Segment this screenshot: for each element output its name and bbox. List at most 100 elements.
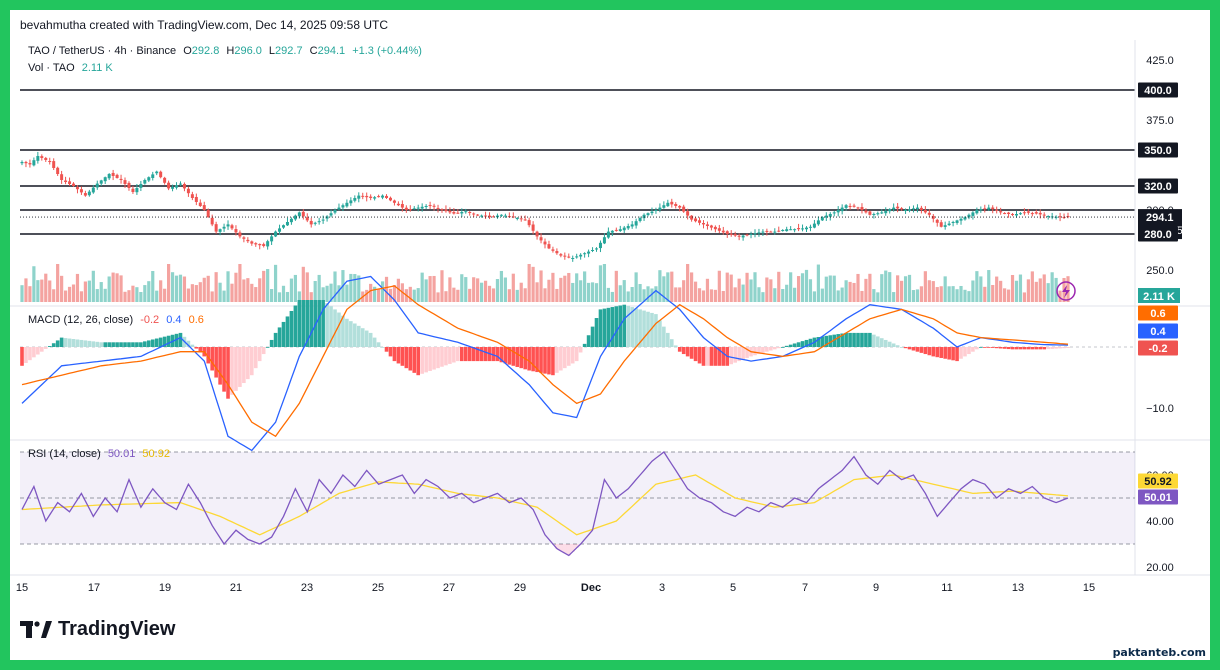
- volume-bar: [376, 289, 381, 302]
- macd-histogram-bar: [158, 337, 163, 347]
- volume-bar: [689, 272, 694, 302]
- volume-bar: [1018, 274, 1023, 302]
- volume-bar: [305, 272, 309, 302]
- volume-bar: [87, 280, 91, 302]
- candle-body: [598, 242, 602, 249]
- macd-histogram-bar: [669, 339, 674, 347]
- macd-histogram-bar: [246, 347, 250, 380]
- candle-body: [404, 207, 408, 210]
- macd-label: MACD (12, 26, close): [28, 314, 134, 326]
- volume-bar: [745, 272, 749, 302]
- rsi-legend[interactable]: RSI (14, close) 50.01 50.92: [28, 448, 170, 460]
- low-value: 292.7: [275, 45, 303, 57]
- volume-bar: [923, 271, 927, 302]
- volume-bar: [155, 290, 159, 302]
- candle-body: [555, 251, 559, 254]
- volume-bar: [638, 284, 642, 302]
- volume-bar: [182, 276, 187, 302]
- candle-body: [634, 221, 638, 226]
- candle-body: [452, 212, 456, 214]
- candle-body: [28, 163, 32, 165]
- volume-bar: [547, 279, 551, 302]
- chart-frame: 425.0375.0300.0250.0400.0350.0320.0294.1…: [10, 10, 1210, 660]
- candle-body: [119, 178, 123, 180]
- volume-bar: [289, 278, 294, 302]
- rsi-badge-bg: [1138, 489, 1178, 505]
- candle-body: [939, 222, 943, 227]
- candle-body: [48, 161, 52, 163]
- macd-histogram-bar: [499, 347, 504, 363]
- candle-body: [1026, 211, 1030, 213]
- macd-histogram-bar: [28, 347, 32, 361]
- macd-histogram-bar: [250, 347, 254, 376]
- macd-histogram-bar: [404, 347, 409, 369]
- macd-histogram-bar: [174, 333, 179, 347]
- candle-body: [801, 228, 805, 230]
- volume-bar: [844, 280, 848, 302]
- macd-histogram-bar: [467, 347, 472, 362]
- volume-bar: [373, 286, 377, 302]
- candle-body: [591, 250, 595, 251]
- price-tick: 425.0: [1146, 55, 1174, 67]
- macd-histogram-bar: [761, 347, 765, 353]
- macd-histogram-bar: [99, 342, 104, 347]
- volume-bar: [392, 285, 397, 302]
- candle-body: [884, 210, 888, 214]
- macd-histogram-bar: [666, 332, 670, 347]
- macd-histogram-bar: [721, 347, 726, 366]
- time-tick: 15: [16, 582, 28, 594]
- candle-body: [484, 215, 488, 217]
- macd-histogram-bar: [131, 342, 135, 347]
- candle-body: [115, 174, 119, 178]
- candle-body: [198, 202, 202, 206]
- macd-histogram-bar: [353, 323, 357, 347]
- macd-histogram-bar: [784, 345, 789, 347]
- close-value: 294.1: [317, 45, 346, 57]
- candle-body: [741, 235, 745, 238]
- volume-bar: [741, 284, 745, 302]
- signal-line: [21, 285, 1069, 438]
- candle-body: [991, 207, 995, 210]
- candle-body: [919, 207, 923, 210]
- tradingview-logo[interactable]: TradingView: [20, 618, 175, 641]
- macd-histogram-bar: [1054, 347, 1058, 349]
- macd-histogram-bar: [658, 320, 662, 347]
- candle-body: [1003, 213, 1007, 215]
- chart-canvas[interactable]: 425.0375.0300.0250.0400.0350.0320.0294.1…: [10, 10, 1210, 660]
- candle-body: [1042, 214, 1046, 216]
- macd-histogram-bar: [364, 330, 369, 347]
- macd-legend[interactable]: MACD (12, 26, close) -0.2 0.4 0.6: [28, 314, 204, 326]
- candle-body: [258, 244, 262, 246]
- volume-bar: [329, 283, 333, 302]
- macd-histogram-bar: [1042, 347, 1047, 350]
- macd-histogram-bar: [860, 332, 864, 347]
- macd-histogram-bar: [622, 304, 627, 347]
- volume-bar: [749, 279, 753, 302]
- macd-histogram-bar: [895, 345, 900, 347]
- volume-bar: [198, 282, 202, 302]
- macd-histogram-bar: [162, 336, 167, 347]
- candle-body: [147, 177, 151, 181]
- candle-body: [551, 249, 555, 251]
- candle-body: [444, 209, 448, 212]
- candle-body: [396, 203, 400, 206]
- candle-body: [638, 218, 642, 221]
- candle-body: [951, 222, 955, 223]
- macd-histogram-bar: [24, 347, 28, 363]
- candle-body: [262, 244, 266, 246]
- volume-bar: [796, 276, 801, 302]
- macd-histogram-bar: [800, 341, 805, 347]
- macd-histogram-bar: [412, 347, 417, 373]
- macd-histogram-bar: [879, 338, 884, 347]
- volume-bar: [594, 283, 599, 302]
- macd-histogram-bar: [780, 347, 785, 348]
- candle-body: [789, 229, 793, 231]
- macd-histogram-bar: [673, 345, 678, 347]
- candle-body: [56, 167, 60, 174]
- volume-bar: [313, 280, 317, 302]
- volume-bar: [697, 288, 702, 302]
- volume-bar: [202, 277, 206, 302]
- rsi-ma-badge-bg: [1138, 473, 1178, 489]
- volume-bar: [1046, 283, 1050, 302]
- volume-bar: [1042, 274, 1046, 302]
